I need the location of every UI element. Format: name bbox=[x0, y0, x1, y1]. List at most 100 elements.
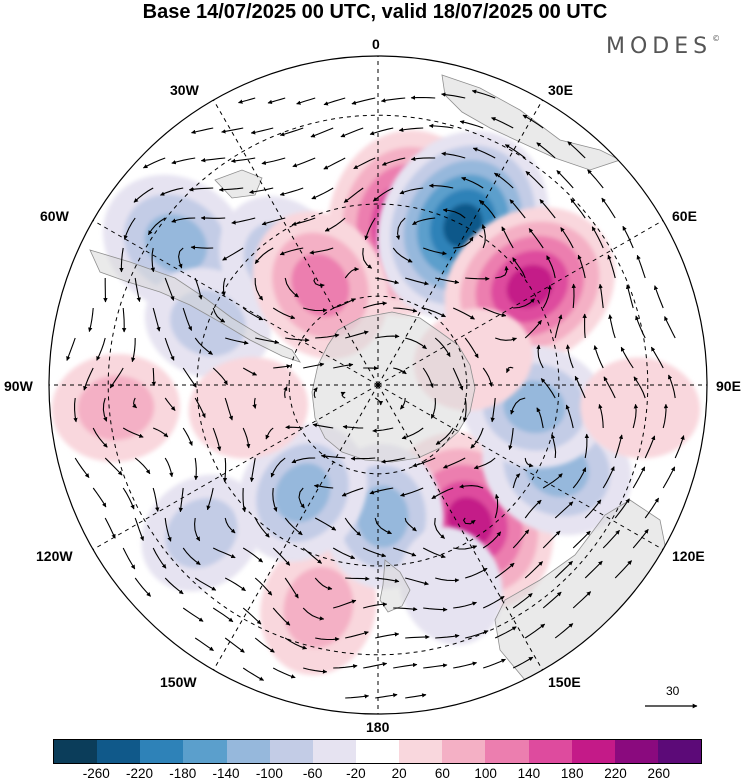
new-zealand-landmass bbox=[379, 559, 411, 613]
label-lon-60w: 60W bbox=[40, 208, 69, 224]
wind-vector bbox=[92, 427, 108, 448]
wind-vector bbox=[206, 487, 214, 511]
wind-vector bbox=[632, 466, 646, 489]
wind-vector bbox=[554, 560, 573, 579]
wind-vector bbox=[441, 151, 466, 159]
globe-outline bbox=[48, 55, 708, 715]
wind-vector bbox=[344, 517, 362, 536]
wind-vector bbox=[303, 362, 325, 369]
meridian-line bbox=[213, 384, 379, 671]
wind-vector bbox=[285, 337, 310, 343]
wind-vector bbox=[442, 457, 466, 469]
wind-vector bbox=[542, 473, 563, 489]
wind-vector bbox=[314, 577, 333, 591]
wind-vector bbox=[374, 397, 384, 406]
wind-vector bbox=[435, 633, 460, 639]
wind-vector bbox=[540, 378, 556, 399]
wind-vector bbox=[482, 307, 507, 318]
wind-vector bbox=[584, 499, 602, 519]
wind-vector bbox=[312, 423, 334, 429]
colorbar-swatch bbox=[571, 740, 615, 763]
anomaly-blob-k bbox=[51, 353, 180, 462]
wind-vector bbox=[524, 499, 542, 519]
wind-vector bbox=[291, 457, 316, 464]
wind-vector bbox=[212, 427, 222, 452]
wind-vector bbox=[104, 517, 116, 539]
meridian-line bbox=[377, 99, 543, 386]
wind-vector bbox=[428, 123, 454, 129]
wind-vector bbox=[598, 283, 604, 309]
wind-vector bbox=[401, 427, 424, 440]
wind-vector bbox=[602, 529, 620, 549]
meridian-line bbox=[92, 220, 379, 386]
wind-vector bbox=[272, 547, 291, 566]
wind-vector bbox=[270, 457, 286, 478]
anomaly-blob-r bbox=[399, 526, 503, 645]
south-america-landmass bbox=[89, 249, 301, 363]
wind-vector bbox=[472, 147, 496, 159]
wind-vector bbox=[542, 530, 561, 549]
wind-vector bbox=[333, 664, 358, 669]
wind-vector bbox=[279, 247, 304, 256]
wind-vector bbox=[398, 127, 424, 132]
label-lon-180: 180 bbox=[366, 719, 390, 735]
colorbar-swatch bbox=[614, 740, 658, 763]
wind-vector bbox=[283, 386, 288, 399]
wind-vector bbox=[194, 637, 214, 652]
wind-vector bbox=[482, 531, 502, 549]
wind-vector bbox=[393, 662, 418, 669]
wind-vector bbox=[332, 547, 356, 560]
wind-vector bbox=[340, 127, 364, 138]
wind-vector bbox=[341, 487, 364, 497]
colorbar-swatch bbox=[442, 740, 486, 763]
wind-vector bbox=[345, 694, 370, 699]
wind-vector bbox=[404, 517, 417, 532]
wind-vector bbox=[254, 517, 270, 538]
colorbar-tick-label: -220 bbox=[126, 766, 154, 781]
wind-vector bbox=[473, 457, 496, 470]
wind-vector bbox=[342, 424, 364, 430]
colorbar-swatch bbox=[140, 740, 184, 763]
wind-vector bbox=[593, 345, 604, 369]
wind-vector bbox=[252, 397, 257, 409]
label-lon-0: 0 bbox=[372, 36, 380, 52]
wind-vector bbox=[459, 120, 484, 129]
wind-vector bbox=[212, 307, 226, 323]
wind-vector bbox=[395, 217, 406, 240]
colorbar-swatch bbox=[657, 740, 702, 763]
wind-vector bbox=[315, 637, 340, 642]
wind-vector bbox=[524, 561, 543, 579]
wind-vector bbox=[453, 601, 477, 609]
wind-vector bbox=[298, 487, 305, 509]
meridian-line bbox=[377, 220, 664, 386]
anomaly-contour bbox=[274, 463, 331, 523]
wind-vector bbox=[363, 661, 388, 669]
wind-vector bbox=[470, 427, 484, 449]
wind-vector bbox=[164, 577, 184, 595]
wind-vector bbox=[399, 187, 424, 195]
wind-vectors bbox=[66, 89, 685, 699]
wind-vector bbox=[620, 346, 634, 369]
wind-vector bbox=[550, 433, 557, 459]
wind-vector bbox=[453, 661, 478, 669]
wind-vector bbox=[524, 320, 542, 339]
wind-vector bbox=[194, 277, 203, 300]
wind-vector bbox=[506, 366, 514, 374]
wind-vector bbox=[668, 374, 676, 399]
anomaly-blob-n bbox=[580, 357, 701, 459]
wind-vector bbox=[410, 156, 436, 162]
wind-vector bbox=[582, 313, 587, 339]
wind-vector bbox=[182, 607, 204, 622]
wind-vector bbox=[255, 337, 280, 345]
meridian-line bbox=[377, 384, 543, 671]
wind-vector bbox=[442, 208, 466, 219]
wind-vector bbox=[122, 427, 144, 438]
wind-vector bbox=[635, 315, 646, 339]
wind-vector bbox=[164, 397, 176, 411]
wind-vector bbox=[230, 157, 256, 164]
wind-vector bbox=[364, 217, 376, 241]
wind-vector bbox=[465, 567, 488, 579]
wind-vector bbox=[152, 427, 169, 438]
wind-vector bbox=[353, 157, 376, 170]
wind-vector bbox=[381, 157, 406, 166]
